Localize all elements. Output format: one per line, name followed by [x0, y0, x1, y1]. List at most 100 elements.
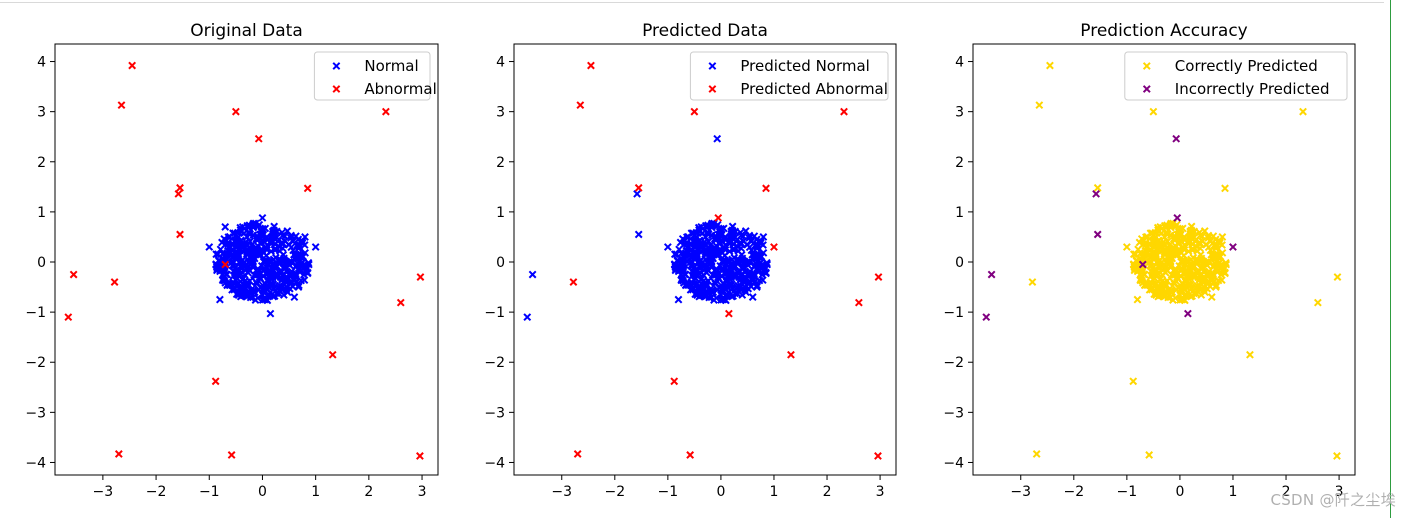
data-point — [297, 259, 306, 268]
data-point — [523, 313, 532, 322]
series-2 — [64, 61, 425, 460]
y-tick-label: 2 — [955, 155, 964, 171]
data-point — [114, 450, 123, 458]
data-point — [223, 239, 232, 248]
data-point — [271, 240, 279, 249]
legend-marker — [1142, 62, 1151, 70]
data-point — [1183, 309, 1192, 318]
series-2 — [569, 61, 883, 460]
data-point — [1229, 243, 1237, 251]
x-tick-label: −2 — [1063, 484, 1084, 500]
data-point — [64, 313, 73, 322]
data-point — [705, 244, 714, 252]
data-point — [283, 227, 292, 235]
data-point — [1176, 225, 1185, 234]
data-point — [713, 134, 722, 143]
data-point — [1164, 286, 1173, 295]
y-tick-label: 4 — [955, 55, 964, 71]
plot-frame — [972, 43, 1356, 476]
data-point — [787, 350, 795, 359]
data-point — [275, 258, 284, 267]
data-point — [1221, 268, 1229, 277]
y-tick-label: −1 — [943, 305, 964, 321]
data-point — [682, 239, 690, 248]
data-point — [287, 243, 296, 252]
data-point — [1333, 452, 1341, 460]
data-point — [205, 243, 214, 251]
data-point — [1209, 261, 1218, 270]
data-point — [748, 293, 757, 301]
data-point — [674, 267, 683, 276]
chart-title: Predicted Data — [642, 21, 768, 41]
data-point — [176, 183, 184, 192]
data-point — [253, 279, 261, 288]
data-point — [752, 235, 761, 244]
data-point — [716, 261, 725, 270]
data-point — [270, 231, 279, 240]
data-point — [528, 270, 537, 279]
data-point — [670, 260, 679, 269]
data-point — [756, 259, 764, 268]
data-point — [1092, 189, 1100, 198]
data-point — [1028, 278, 1037, 286]
data-point — [692, 228, 701, 237]
data-point — [1182, 266, 1191, 274]
data-point — [226, 248, 235, 256]
legend-box — [1124, 51, 1348, 101]
data-point — [292, 261, 301, 270]
data-point — [675, 245, 684, 254]
y-tick-label: 3 — [955, 105, 964, 121]
legend-marker — [332, 85, 341, 93]
data-point — [1150, 268, 1158, 276]
data-point — [715, 245, 724, 254]
data-point — [699, 284, 708, 293]
data-point — [1032, 450, 1041, 458]
data-point — [569, 278, 578, 286]
data-point — [718, 294, 727, 303]
y-tick-label: −3 — [943, 405, 964, 421]
data-point — [1202, 258, 1211, 266]
data-point — [1187, 231, 1196, 240]
data-point — [227, 451, 236, 459]
data-point — [1131, 250, 1140, 259]
data-point — [723, 266, 732, 274]
y-tick-label: −3 — [25, 405, 46, 421]
data-point — [243, 264, 252, 273]
x-tick-label: −1 — [199, 484, 220, 500]
y-tick-label: −4 — [25, 455, 46, 471]
data-point — [297, 276, 306, 285]
data-point — [712, 294, 721, 302]
data-point — [214, 250, 222, 259]
y-tick-label: −1 — [484, 305, 505, 321]
data-point — [691, 268, 699, 276]
data-point — [1152, 258, 1161, 267]
legend-label: Predicted Normal — [740, 57, 869, 75]
y-tick-label: 1 — [955, 205, 964, 221]
data-point — [634, 183, 643, 192]
data-point — [685, 248, 693, 256]
series-2 — [982, 134, 1237, 322]
data-point — [587, 61, 595, 70]
data-point — [576, 101, 585, 110]
data-point — [1333, 273, 1342, 281]
data-point — [1313, 298, 1322, 307]
data-point — [223, 280, 232, 289]
data-point — [211, 377, 220, 386]
x-tick-label: 0 — [716, 484, 725, 500]
data-point — [1162, 229, 1170, 238]
data-point — [741, 227, 750, 235]
data-point — [691, 251, 700, 260]
legend: Predicted Normal Predicted Abnormal — [689, 51, 889, 101]
legend-marker — [708, 62, 717, 70]
y-tick-label: −2 — [484, 355, 505, 371]
data-point — [759, 248, 768, 257]
data-point — [285, 258, 294, 266]
data-point — [242, 250, 251, 259]
data-point — [1150, 251, 1159, 260]
watermark: CSDN @阡之尘埃 — [1270, 491, 1396, 509]
data-point — [695, 242, 704, 251]
series-1 — [1028, 61, 1342, 460]
chart-title: Prediction Accuracy — [1080, 21, 1247, 41]
data-point — [1192, 286, 1201, 295]
y-tick-label: 1 — [496, 205, 505, 221]
